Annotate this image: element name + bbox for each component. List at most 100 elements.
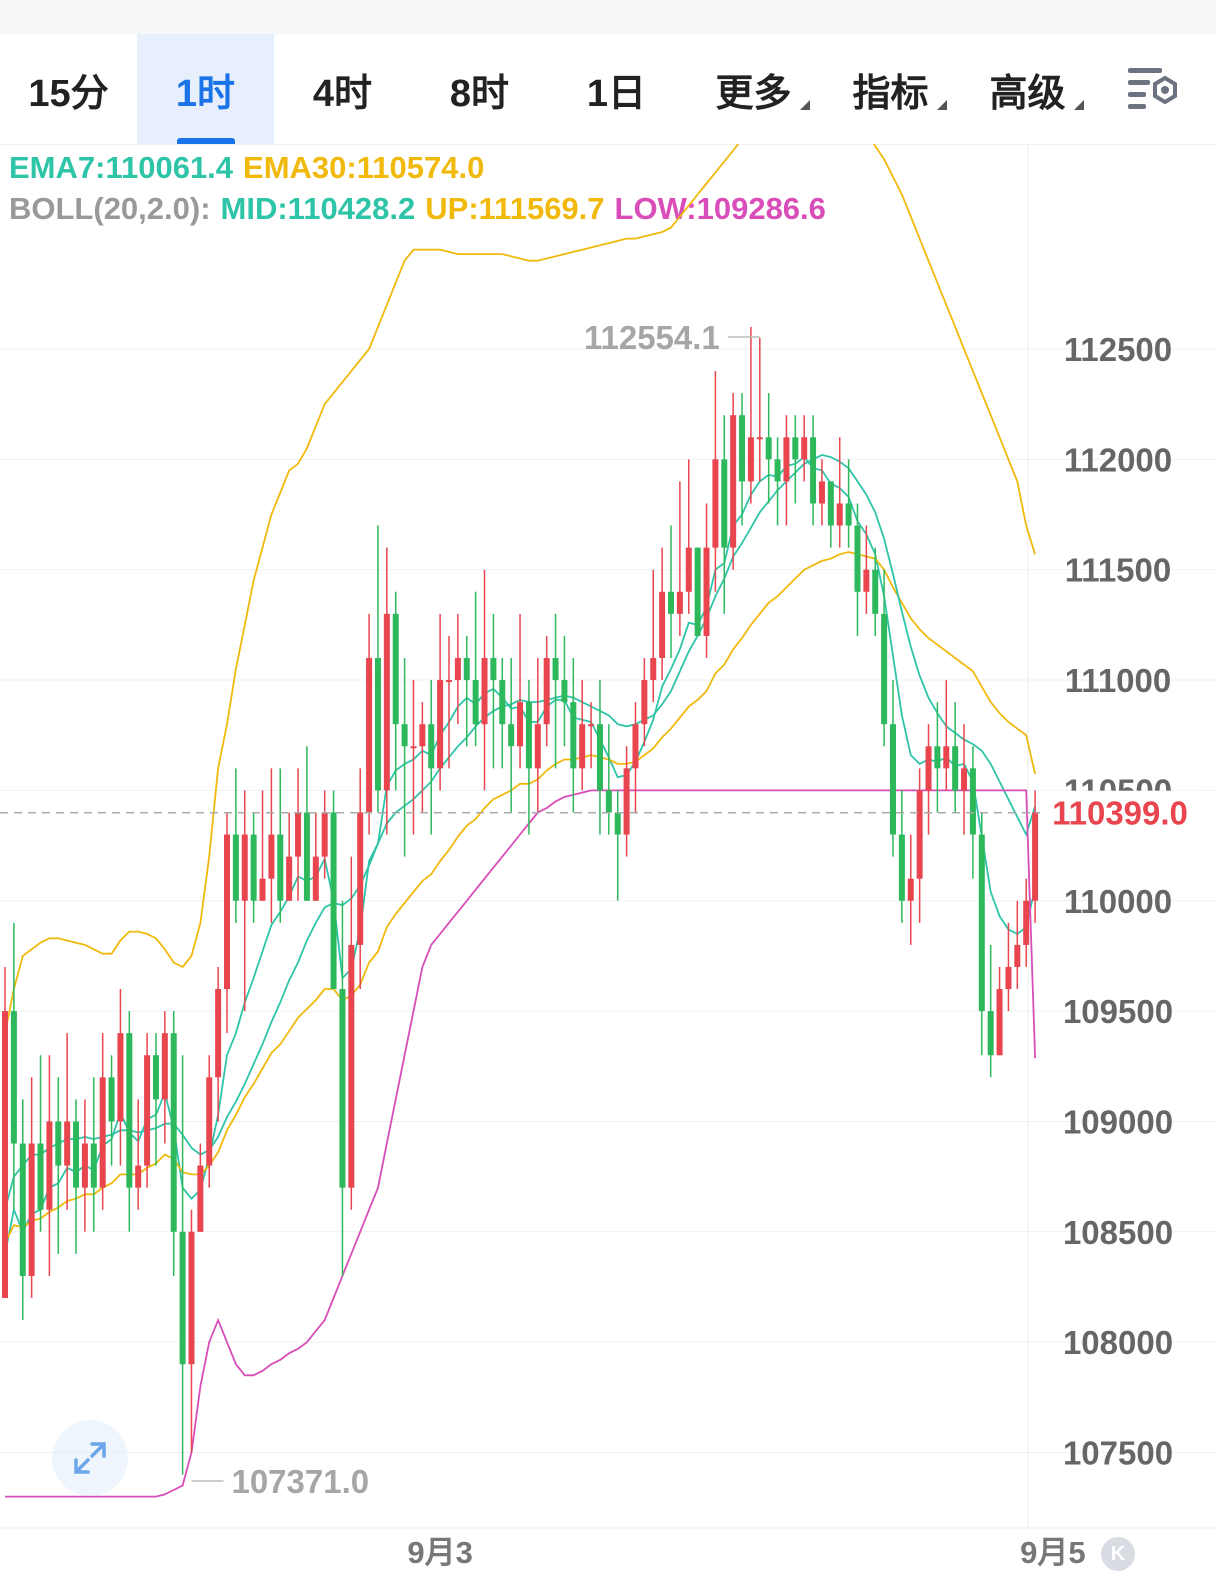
candle-body [392,613,399,725]
candle-body [170,1033,177,1232]
tab-label: 指标 [852,72,929,115]
candle-body [366,657,373,813]
candle-body [81,1143,88,1188]
candle-up [685,459,692,614]
candle-body [765,437,772,460]
candle-body [890,724,896,835]
tab-label: 更多 [715,72,792,115]
candles [2,326,1039,1475]
tab-more[interactable]: 更多 [685,34,822,144]
candle-body [259,878,266,901]
candle-up [419,702,426,813]
tab-label: 高级 [989,72,1066,115]
candle-up [135,1099,142,1210]
candle-down [934,702,941,813]
candle-up [863,525,870,614]
candle-body [961,768,968,791]
dropdown-corner-icon [1074,100,1084,110]
tab-1h[interactable]: 1时 [137,34,274,144]
ema7-label: EMA7:110061.4 [9,150,234,185]
tab-indicators[interactable]: 指标 [822,34,959,144]
min-marker-label: 107371.0 [231,1463,369,1500]
candlestick-chart[interactable]: 1125001120001115001110001105001100001095… [0,144,1216,1576]
candle-up [410,680,417,835]
y-tick-label: 108500 [1063,1214,1173,1251]
candle-body [739,415,746,482]
tab-advanced[interactable]: 高级 [959,34,1096,144]
line-low [5,789,1036,1498]
candle-body [534,724,541,769]
candle-body [454,657,461,681]
candle-up [1023,878,1030,967]
candle-body [978,834,985,1012]
candle-body [55,1121,62,1166]
candle-body [898,834,905,901]
candle-down [890,680,896,857]
expand-chart-button[interactable] [52,1420,128,1496]
candle-body [605,790,612,813]
chart-settings-button[interactable] [1122,58,1182,118]
candle-body [650,657,657,681]
candle-body [46,1121,53,1210]
candle-up [907,834,914,945]
candle-down [508,657,515,813]
candle-up [961,724,968,835]
candle-down [55,1077,62,1254]
candle-body [1005,966,1012,990]
candle-body [703,547,710,636]
candle-up [215,966,222,1122]
candle-body [179,1231,186,1365]
candle-body [73,1121,80,1188]
candle-body [579,724,586,769]
candle-up [28,1077,35,1299]
tab-1d[interactable]: 1日 [548,34,685,144]
candle-body [659,591,666,658]
candle-down [108,1055,115,1166]
candle-up [1014,900,1021,990]
candle-down [152,1033,159,1166]
candle-body [383,613,390,791]
dropdown-corner-icon [800,100,810,110]
line-ema7 [4,455,1036,1255]
candle-body [747,437,754,482]
tab-4h[interactable]: 4时 [274,34,411,144]
candle-up [197,1143,204,1232]
candle-body [801,437,808,460]
tab-8h[interactable]: 8时 [411,34,548,144]
candle-body [117,1033,124,1122]
candle-up [383,547,390,835]
candle-down [19,1099,26,1321]
candle-body [268,834,275,879]
candle-body [126,1033,133,1188]
candle-body [188,1231,195,1365]
tab-15min[interactable]: 15分 [0,34,137,144]
candle-up [783,415,790,526]
candle-up [916,768,923,923]
dropdown-corner-icon [937,100,947,110]
candle-down [872,547,879,636]
candle-down [845,459,852,548]
candle-up [481,569,488,791]
candle-up [46,1055,53,1276]
candle-down [774,437,781,526]
candle-body [99,1077,106,1188]
k-badge[interactable]: K [1101,1537,1135,1571]
candle-up [312,812,319,901]
candle-body [907,878,914,901]
candle-body [881,613,888,725]
candle-body [206,1077,213,1166]
candle-body [836,503,843,526]
y-tick-label: 109000 [1063,1103,1173,1140]
candle-body [321,812,328,857]
candle-down [614,790,621,901]
boll-up-label: UP:111569.7 [425,191,605,226]
candle-down [303,746,310,901]
candle-up [437,613,444,791]
candle-up [641,657,648,747]
candle-body [1014,944,1021,967]
candle-body [463,657,470,681]
candle-up [943,680,950,791]
candle-body [916,790,923,879]
candle-up [241,790,248,1012]
candle-body [685,547,692,592]
